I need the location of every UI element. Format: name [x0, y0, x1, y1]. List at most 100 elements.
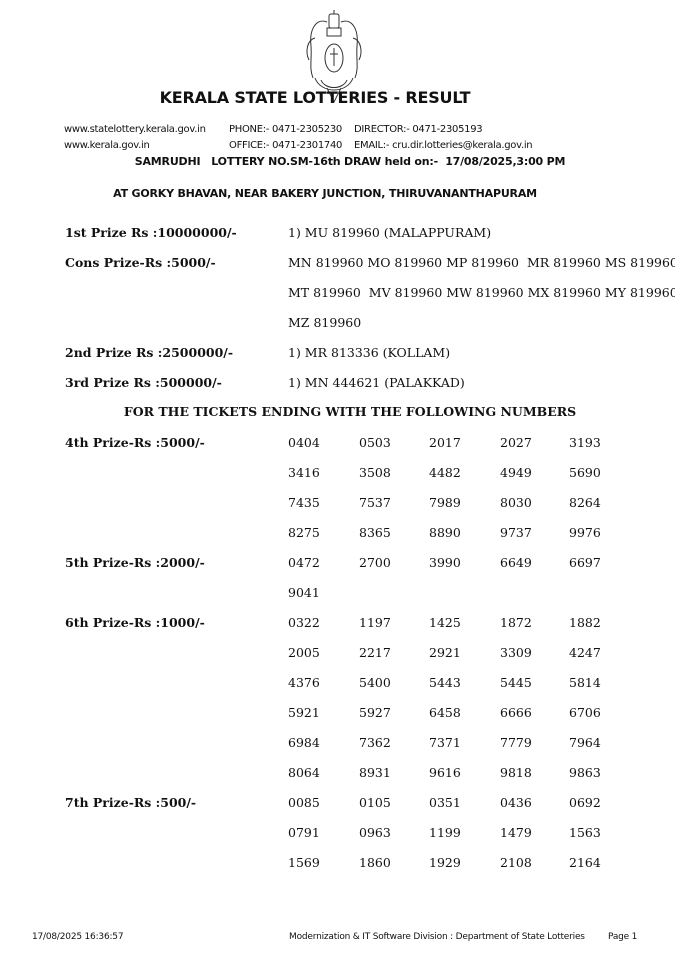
- prize-row: 2005 2217 2921 3309 4247: [0, 639, 675, 669]
- winning-number: 3508: [359, 465, 391, 480]
- winning-number: 4247: [569, 645, 601, 660]
- winning-number: 1569: [288, 855, 320, 870]
- winning-number: 0472: [288, 555, 320, 570]
- winning-number: 0791: [288, 825, 320, 840]
- winning-number: 5690: [569, 465, 601, 480]
- winning-tickets: 1) MU 819960 (MALAPPURAM): [288, 225, 492, 240]
- winning-number: 2921: [429, 645, 461, 660]
- winning-number: 2005: [288, 645, 320, 660]
- prize-label: 5th Prize-Rs :2000/-: [65, 555, 205, 570]
- office-phone: OFFICE:- 0471-2301740: [229, 140, 343, 151]
- venue: AT GORKY BHAVAN, NEAR BAKERY JUNCTION, T…: [113, 187, 537, 200]
- director-phone: DIRECTOR:- 0471-2305193: [354, 124, 483, 135]
- winning-number: 2108: [500, 855, 532, 870]
- prize-row: 5921 5927 6458 6666 6706: [0, 699, 675, 729]
- winning-number: 7435: [288, 495, 320, 510]
- winning-number: 3193: [569, 435, 601, 450]
- winning-number: 3309: [500, 645, 532, 660]
- winning-number: 8365: [359, 525, 391, 540]
- winning-number: 1479: [500, 825, 532, 840]
- winning-number: 0322: [288, 615, 320, 630]
- winning-number: 2027: [500, 435, 532, 450]
- winning-tickets: MT 819960 MV 819960 MW 819960 MX 819960 …: [288, 285, 675, 300]
- prize-row: 6th Prize-Rs :1000/- 0322 1197 1425 1872 1882: [0, 609, 675, 639]
- winning-number: 0351: [429, 795, 461, 810]
- page-title: KERALA STATE LOTTERIES - RESULT: [159, 88, 471, 107]
- winning-number: 0963: [359, 825, 391, 840]
- winning-number: 1882: [569, 615, 601, 630]
- phone: PHONE:- 0471-2305230: [229, 124, 342, 135]
- website-secondary: www.kerala.gov.in: [64, 140, 150, 151]
- winning-number: 8030: [500, 495, 532, 510]
- winning-number: 0436: [500, 795, 532, 810]
- winning-number: 9737: [500, 525, 532, 540]
- winning-number: 7537: [359, 495, 391, 510]
- prize-label: 6th Prize-Rs :1000/-: [65, 615, 205, 630]
- winning-number: 7989: [429, 495, 461, 510]
- winning-number: 2164: [569, 855, 601, 870]
- prize-label: 7th Prize-Rs :500/-: [65, 795, 197, 810]
- prize-row: 4th Prize-Rs :5000/- 0404 0503 2017 2027 3193: [0, 429, 675, 459]
- winning-number: 7779: [500, 735, 532, 750]
- winning-number: 7371: [429, 735, 461, 750]
- winning-number: 8064: [288, 765, 320, 780]
- winning-number: 9041: [288, 585, 320, 600]
- prize-label: 4th Prize-Rs :5000/-: [65, 435, 205, 450]
- prize-row: 2nd Prize Rs :2500000/- 1) MR 813336 (KOL…: [0, 339, 675, 369]
- winning-number: 6697: [569, 555, 601, 570]
- prize-label: Cons Prize-Rs :5000/-: [65, 255, 216, 270]
- prize-row: 0791 0963 1199 1479 1563: [0, 819, 675, 849]
- winning-number: 5814: [569, 675, 601, 690]
- results-list: 1st Prize Rs :10000000/- 1) MU 819960 (MA…: [0, 219, 675, 879]
- winning-number: 6984: [288, 735, 320, 750]
- winning-number: 6706: [569, 705, 601, 720]
- winning-number: 5443: [429, 675, 461, 690]
- winning-number: 1929: [429, 855, 461, 870]
- winning-number: 8264: [569, 495, 601, 510]
- email: EMAIL:- cru.dir.lotteries@kerala.gov.in: [354, 140, 533, 151]
- footer-division: Modernization & IT Software Division : D…: [289, 932, 585, 942]
- winning-number: 4482: [429, 465, 461, 480]
- winning-number: 8275: [288, 525, 320, 540]
- prize-row: MZ 819960: [0, 309, 675, 339]
- winning-number: 7362: [359, 735, 391, 750]
- winning-number: 5921: [288, 705, 320, 720]
- prize-row: 4376 5400 5443 5445 5814: [0, 669, 675, 699]
- winning-tickets: 1) MR 813336 (KOLLAM): [288, 345, 451, 360]
- footer-page: Page 1: [608, 932, 638, 942]
- prize-row: Cons Prize-Rs :5000/- MN 819960 MO 819960…: [0, 249, 675, 279]
- prize-row: 8275 8365 8890 9737 9976: [0, 519, 675, 549]
- prize-label: 2nd Prize Rs :2500000/-: [65, 345, 234, 360]
- prize-row: 3rd Prize Rs :500000/- 1) MN 444621 (PALA…: [0, 369, 675, 399]
- winning-number: 9616: [429, 765, 461, 780]
- winning-number: 9818: [500, 765, 532, 780]
- prize-row: 3416 3508 4482 4949 5690: [0, 459, 675, 489]
- prize-row: 5th Prize-Rs :2000/- 0472 2700 3990 6649 6697: [0, 549, 675, 579]
- winning-number: 0105: [359, 795, 391, 810]
- prize-label: 1st Prize Rs :10000000/-: [65, 225, 237, 240]
- winning-number: 1872: [500, 615, 532, 630]
- winning-number: 9863: [569, 765, 601, 780]
- kerala-emblem-logo: [306, 10, 362, 104]
- winning-number: 4376: [288, 675, 320, 690]
- prize-row: 1569 1860 1929 2108 2164: [0, 849, 675, 879]
- prize-label: 3rd Prize Rs :500000/-: [65, 375, 222, 390]
- winning-number: 9976: [569, 525, 601, 540]
- website-primary: www.statelottery.kerala.gov.in: [64, 124, 206, 135]
- winning-number: 4949: [500, 465, 532, 480]
- winning-number: 6666: [500, 705, 532, 720]
- prize-row: MT 819960 MV 819960 MW 819960 MX 819960 …: [0, 279, 675, 309]
- prize-row: 8064 8931 9616 9818 9863: [0, 759, 675, 789]
- winning-number: 5927: [359, 705, 391, 720]
- winning-tickets: 1) MN 444621 (PALAKKAD): [288, 375, 465, 390]
- winning-number: 1199: [429, 825, 461, 840]
- winning-number: 1197: [359, 615, 391, 630]
- winning-number: 2700: [359, 555, 391, 570]
- winning-number: 1860: [359, 855, 391, 870]
- winning-number: 2017: [429, 435, 461, 450]
- ending-numbers-heading: FOR THE TICKETS ENDING WITH THE FOLLOWIN…: [123, 404, 577, 419]
- winning-number: 8931: [359, 765, 391, 780]
- winning-number: 5400: [359, 675, 391, 690]
- winning-number: 3990: [429, 555, 461, 570]
